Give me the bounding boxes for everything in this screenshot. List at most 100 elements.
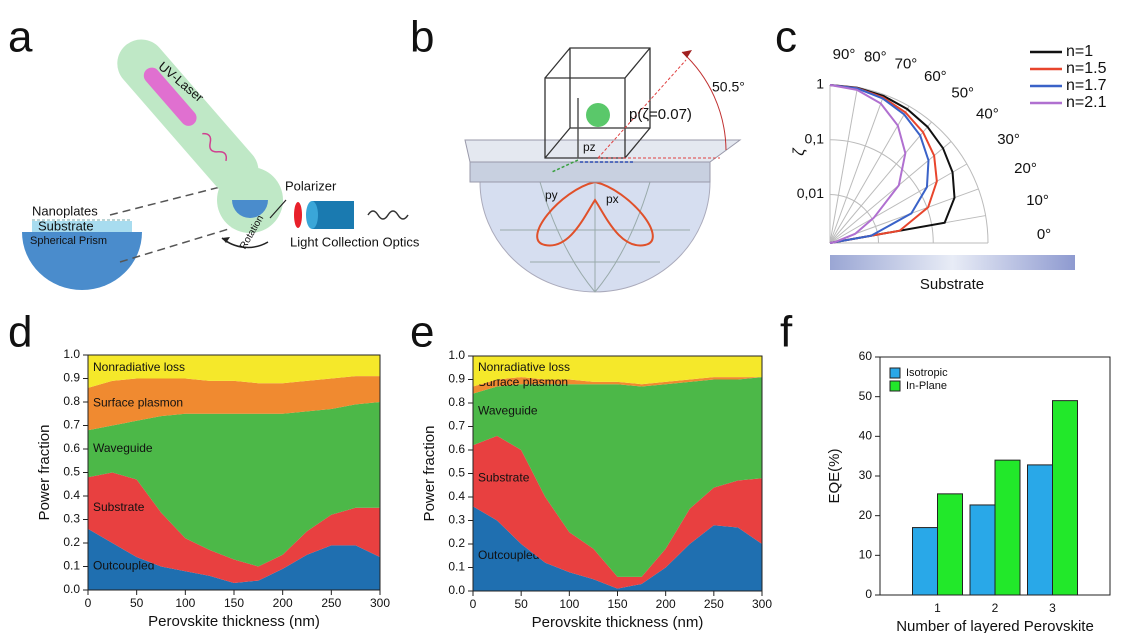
angle-line xyxy=(597,59,687,159)
r-tick-label: 0,01 xyxy=(797,185,824,201)
angle-tick-label: 40° xyxy=(976,106,999,123)
y-tick-label: 0.6 xyxy=(448,442,465,456)
area-label: Substrate xyxy=(478,470,530,484)
substrate-layer xyxy=(32,221,132,232)
bar xyxy=(994,459,1021,596)
hemisphere-grid xyxy=(500,181,690,293)
plot-frame xyxy=(879,356,1111,596)
x-axis-title: Perovskite thickness (nm) xyxy=(532,614,704,631)
y-tick-label: 10 xyxy=(859,548,873,562)
y-tick-label: 0.7 xyxy=(63,418,80,432)
area xyxy=(88,528,380,590)
panel-label: e xyxy=(410,308,434,357)
y-tick-label: 60 xyxy=(859,349,873,363)
y-tick-label: 1.0 xyxy=(63,347,80,361)
y-tick-label: 50 xyxy=(859,389,873,403)
optics xyxy=(312,201,354,229)
angle-tick-label: 50° xyxy=(951,84,974,101)
area xyxy=(473,506,762,591)
legend-label: n=1 xyxy=(1066,43,1093,60)
x-tick-label: 100 xyxy=(175,596,195,610)
x-tick-label: 200 xyxy=(273,596,293,610)
area-label: Surface plasmon xyxy=(93,395,183,409)
legend-label: n=1.7 xyxy=(1066,77,1107,94)
angle-arc xyxy=(681,51,727,151)
x-axis-title: Number of layered Perovskite xyxy=(896,618,1094,633)
grid-spoke xyxy=(829,94,885,244)
plot-frame xyxy=(87,354,381,591)
caption: Substrate xyxy=(920,276,984,293)
panel-label: a xyxy=(8,13,33,62)
angle-tick-label: 60° xyxy=(924,68,947,85)
plot-frame xyxy=(472,355,763,592)
grid-spoke xyxy=(829,105,910,244)
angle-tick-label: 70° xyxy=(895,56,918,73)
sample-prism xyxy=(232,200,268,218)
angle-tick-label: 0° xyxy=(1037,226,1051,243)
panel-label: c xyxy=(775,13,797,62)
y-tick-label: 0.4 xyxy=(448,489,465,503)
slab-top xyxy=(464,139,742,163)
x-tick-label: 300 xyxy=(752,597,772,611)
grid-spoke xyxy=(829,87,858,244)
x-tick-label: 200 xyxy=(656,597,676,611)
legend-label: n=2.1 xyxy=(1066,94,1107,111)
x-axis-title: Perovskite thickness (nm) xyxy=(148,613,320,630)
curve xyxy=(829,84,956,244)
y-tick-label: 0.4 xyxy=(63,488,80,502)
y-tick-label: 0.6 xyxy=(63,441,80,455)
curve xyxy=(829,84,930,244)
arrow-head xyxy=(682,50,692,58)
area xyxy=(88,402,380,567)
area-label: Outcoupled xyxy=(93,559,154,573)
x-tick-label: 50 xyxy=(130,596,144,610)
y-tick-label: 0.5 xyxy=(63,465,80,479)
x-tick-label: 2 xyxy=(992,601,999,615)
y-tick-label: 1.0 xyxy=(448,348,465,362)
y-tick-label: 20 xyxy=(859,508,873,522)
label: pz xyxy=(583,140,596,154)
legend-swatch xyxy=(889,367,901,379)
y-tick-label: 0.8 xyxy=(448,395,465,409)
x-tick-label: 300 xyxy=(370,596,390,610)
label: Polarizer xyxy=(285,178,337,193)
bar xyxy=(937,493,963,596)
slab-front xyxy=(469,161,711,183)
y-tick-label: 40 xyxy=(859,429,873,443)
emission-lobe xyxy=(536,181,654,247)
y-tick-label: 0 xyxy=(865,587,872,601)
label: 50.5° xyxy=(712,79,745,95)
emitter xyxy=(586,103,610,127)
panel-label: d xyxy=(8,308,32,357)
angle-tick-label: 10° xyxy=(1026,192,1049,209)
y-tick-label: 0.9 xyxy=(63,371,80,385)
r-tick-label: 0,1 xyxy=(805,130,825,146)
angle-tick-label: 30° xyxy=(997,131,1020,148)
area-label: Substrate xyxy=(93,500,145,514)
laser-rod xyxy=(143,67,197,126)
y-tick-label: 0.1 xyxy=(63,559,80,573)
dipole-diagram: 50.5° p(ζ=0.07) pz py px xyxy=(464,47,745,293)
area-label: Outcoupled xyxy=(478,548,539,562)
bar xyxy=(969,504,996,596)
label: py xyxy=(545,188,558,202)
label: p(ζ=0.07) xyxy=(629,106,692,123)
area-label: Waveguide xyxy=(478,403,538,417)
x-tick-label: 50 xyxy=(514,597,528,611)
area xyxy=(88,472,380,583)
area xyxy=(473,435,762,589)
y-tick-label: 0.5 xyxy=(448,466,465,480)
area xyxy=(88,355,380,388)
y-tick-label: 0.8 xyxy=(63,394,80,408)
y-axis-title: Power fraction xyxy=(421,426,438,522)
optics-face xyxy=(306,201,318,229)
y-tick-label: 0.0 xyxy=(448,583,465,597)
bar xyxy=(1027,464,1053,596)
x-tick-label: 150 xyxy=(607,597,627,611)
area xyxy=(473,377,762,577)
area xyxy=(88,376,380,431)
x-tick-label: 0 xyxy=(85,596,92,610)
beam-line xyxy=(119,227,233,263)
area-label: Waveguide xyxy=(93,441,153,455)
